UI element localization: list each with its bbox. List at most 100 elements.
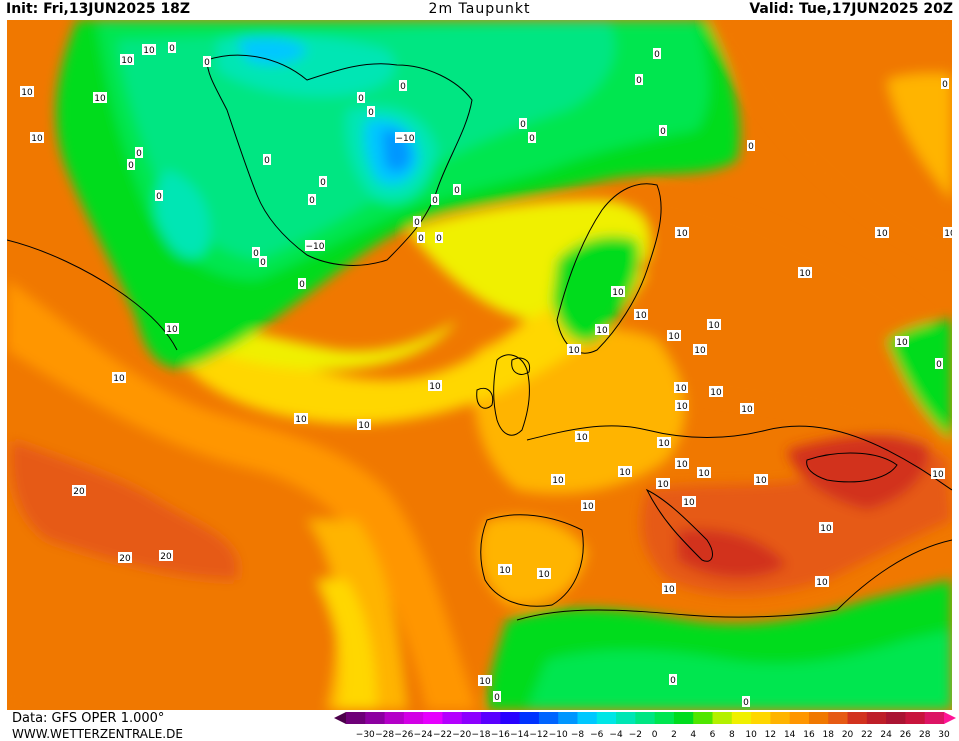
contour-label: 10 xyxy=(875,227,889,239)
contour-label: 20 xyxy=(118,552,132,564)
contour-label-bg xyxy=(519,118,527,129)
contour-label: 10 xyxy=(618,466,632,478)
contour-label: 0 xyxy=(203,56,211,68)
contour-label-bg xyxy=(112,372,126,383)
contour-label-bg xyxy=(875,227,889,238)
colorbar-tick-label: −12 xyxy=(529,730,548,740)
contour-label: 10 xyxy=(498,564,512,576)
contour-label: 10 xyxy=(112,372,126,384)
contour-label-bg xyxy=(367,106,375,117)
contour-label-text: 10 xyxy=(896,338,908,348)
colorbar-segment xyxy=(751,712,771,724)
colorbar-segment xyxy=(770,712,791,724)
contour-label-bg xyxy=(669,674,677,685)
colorbar-tick-label: 22 xyxy=(861,730,872,740)
colorbar-tick-label: 16 xyxy=(803,730,815,740)
contour-label: 10 xyxy=(675,227,689,239)
colorbar-tick-label: −6 xyxy=(590,730,604,740)
contour-label: 0 xyxy=(935,358,943,370)
colorbar-tick-label: 24 xyxy=(880,730,892,740)
contour-label-text: 10 xyxy=(635,311,647,321)
contour-label: 10 xyxy=(895,336,909,348)
contour-label-bg xyxy=(428,380,442,391)
colorbar-tick-label: −14 xyxy=(510,730,529,740)
contour-label: 0 xyxy=(435,232,443,244)
contour-label-text: 10 xyxy=(295,415,307,425)
contour-label-bg xyxy=(662,583,676,594)
contour-label-text: 10 xyxy=(708,321,720,331)
colorbar-segment xyxy=(365,712,386,724)
contour-label-text: 10 xyxy=(657,480,669,490)
colorbar-tick-label: 10 xyxy=(745,730,757,740)
contour-label-text: 10 xyxy=(694,346,706,356)
contour-label: 0 xyxy=(259,256,267,268)
colorbar-segment xyxy=(423,712,443,724)
contour-label: 10 xyxy=(537,568,551,580)
contour-label-bg xyxy=(453,184,461,195)
contour-label: 10 xyxy=(798,267,812,279)
contour-label-text: 10 xyxy=(619,468,631,478)
colorbar-segment xyxy=(577,712,598,724)
contour-label-bg xyxy=(135,147,143,158)
contour-label: 0 xyxy=(453,184,461,196)
contour-label-bg xyxy=(675,400,689,411)
contour-label: 10 xyxy=(120,54,134,66)
contour-label-bg xyxy=(319,176,327,187)
contour-label: 0 xyxy=(669,674,677,686)
contour-label-text: 10 xyxy=(94,94,106,104)
contour-label-bg xyxy=(263,154,271,165)
contour-label-bg xyxy=(155,190,163,201)
contour-label-text: 20 xyxy=(119,554,131,564)
contour-label-text: −10 xyxy=(306,242,325,252)
contour-label-text: 10 xyxy=(658,439,670,449)
contour-label-bg xyxy=(399,80,407,91)
contour-label: 0 xyxy=(155,190,163,202)
contour-label: 0 xyxy=(168,42,176,54)
contour-label-text: 0 xyxy=(743,698,749,708)
contour-label-text: 0 xyxy=(414,218,420,228)
colorbar-tick-label: −8 xyxy=(571,730,585,740)
contour-label: 10 xyxy=(551,474,565,486)
contour-label-text: 10 xyxy=(499,566,511,576)
contour-label: 10 xyxy=(595,324,609,336)
contour-label-bg xyxy=(931,468,945,479)
contour-label-text: 0 xyxy=(169,44,175,54)
colorbar-segment xyxy=(789,712,810,724)
contour-label-bg xyxy=(675,227,689,238)
contour-label-bg xyxy=(819,522,833,533)
contour-label-bg xyxy=(142,44,156,55)
contour-label-bg xyxy=(30,132,44,143)
colorbar-segment xyxy=(693,712,714,724)
contour-label-text: 10 xyxy=(755,476,767,486)
contour-label-bg xyxy=(709,386,723,397)
contour-label: 10 xyxy=(815,576,829,588)
contour-label-text: 10 xyxy=(358,421,370,431)
contour-label-text: 10 xyxy=(932,470,944,480)
contour-label: 10 xyxy=(707,319,721,331)
colorbar-segment xyxy=(346,712,366,724)
contour-label: 10 xyxy=(30,132,44,144)
colorbar-segment xyxy=(808,712,829,724)
contour-label: 20 xyxy=(72,485,86,497)
contour-label-text: 0 xyxy=(368,108,374,118)
contour-label-bg xyxy=(298,278,306,289)
contour-label: −10 xyxy=(395,132,415,144)
dewpoint-map: 10 10 0 0 10 10 10 0 0 0 0 0 0 0 −10 0 0 0 0 0 0 0 0 0 −10 0 0 0 0 0 0… xyxy=(7,20,952,710)
contour-label-bg xyxy=(305,240,325,251)
contour-label-bg xyxy=(653,48,661,59)
colorbar-segment xyxy=(384,712,405,724)
contour-label-text: 10 xyxy=(121,56,133,66)
colorbar: −30 −28 −26 −24 −22 −20 −18 −16 −14 −12 −10 −8 −6 −4−… xyxy=(334,712,956,740)
contour-label: 10 xyxy=(142,44,156,56)
contour-label: 0 xyxy=(308,194,316,206)
contour-label: 10 xyxy=(819,522,833,534)
contour-label: 0 xyxy=(367,106,375,118)
contour-label: 0 xyxy=(493,691,501,703)
coastlines xyxy=(7,54,952,621)
contour-label-bg xyxy=(595,324,609,335)
contour-label-text: 0 xyxy=(418,234,424,244)
contour-label-bg xyxy=(259,256,267,267)
contour-label-bg xyxy=(567,344,581,355)
colorbar-tick-label: −24 xyxy=(414,730,433,740)
contour-label-bg xyxy=(941,78,949,89)
